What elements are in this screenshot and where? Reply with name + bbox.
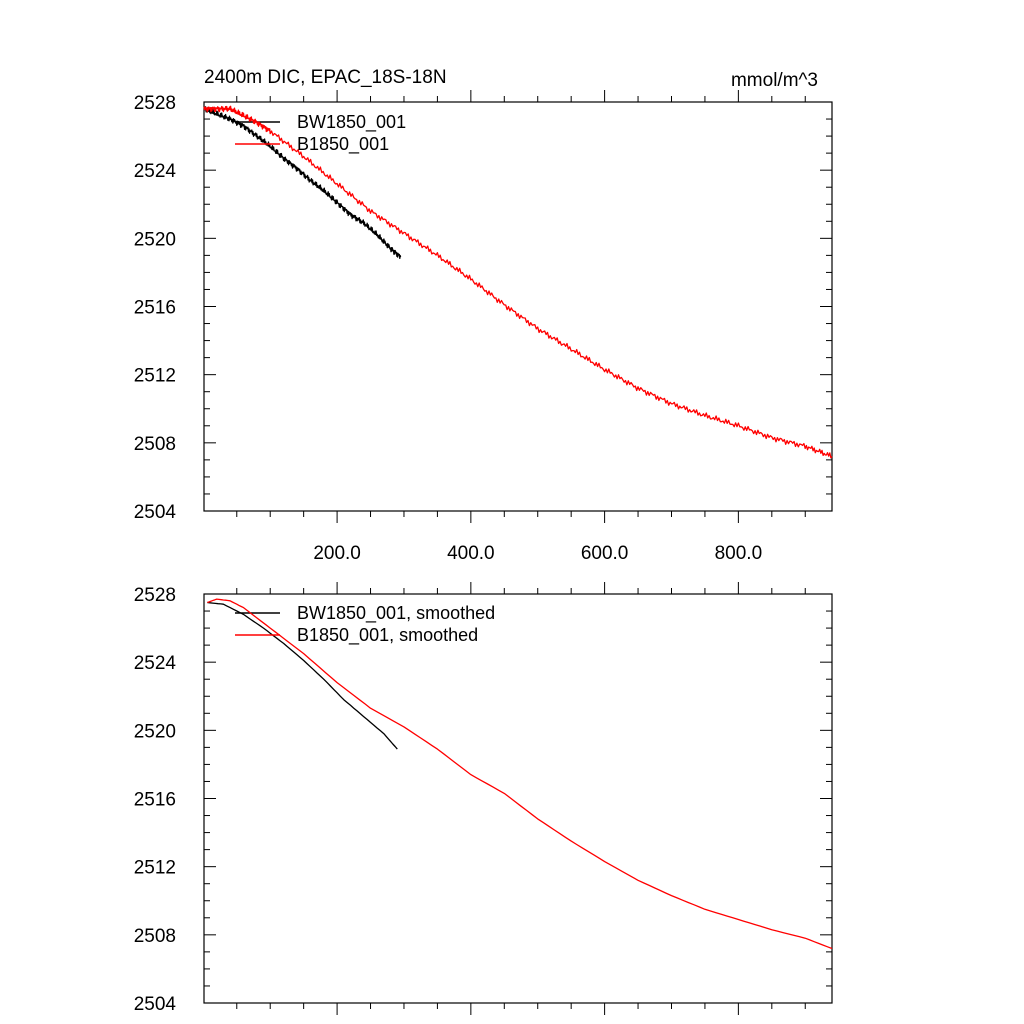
panel2-y-tick-label: 2512 (134, 858, 176, 879)
panel1-y-tick-label: 2520 (134, 229, 176, 250)
panel1-x-tick-label: 800.0 (715, 543, 763, 564)
panel2-y-tick-label: 2528 (134, 585, 176, 606)
panel2-y-tick-label: 2504 (134, 994, 177, 1015)
panel1-legend-label-1: BW1850_001 (297, 112, 406, 133)
panel1-x-tick-label: 600.0 (581, 543, 629, 564)
panel2-series-line-1 (207, 601, 398, 750)
panel2-y-tick-label: 2524 (134, 653, 177, 674)
panel2-y-tick-label: 2516 (134, 790, 176, 811)
panel1-y-tick-label: 2504 (134, 502, 177, 523)
chart-title: 2400m DIC, EPAC_18S-18N (204, 67, 447, 88)
panel1-plot-frame (203, 101, 833, 512)
panel1-y-tick-label: 2524 (134, 161, 177, 182)
panel1-x-tick-label: 200.0 (313, 543, 361, 564)
panel1-y-tick-label: 2516 (134, 298, 176, 319)
panel1-legend-label-2: B1850_001 (297, 134, 389, 155)
panel1-series-line-2 (203, 105, 833, 459)
panel1-y-tick-label: 2508 (134, 434, 176, 455)
panel1-series-line-1 (203, 106, 402, 260)
panel2-y-tick-label: 2520 (134, 721, 176, 742)
panel1-x-tick-label: 400.0 (447, 543, 495, 564)
panel1-y-tick-label: 2512 (134, 366, 176, 387)
panel2-legend-label-2: B1850_001, smoothed (297, 625, 478, 646)
panel2-y-tick-label: 2508 (134, 926, 176, 947)
panel2-series-line-2 (207, 598, 833, 950)
panel1-y-tick-label: 2528 (134, 93, 176, 114)
panel2-legend-label-1: BW1850_001, smoothed (297, 603, 495, 624)
units-label: mmol/m^3 (731, 70, 818, 91)
